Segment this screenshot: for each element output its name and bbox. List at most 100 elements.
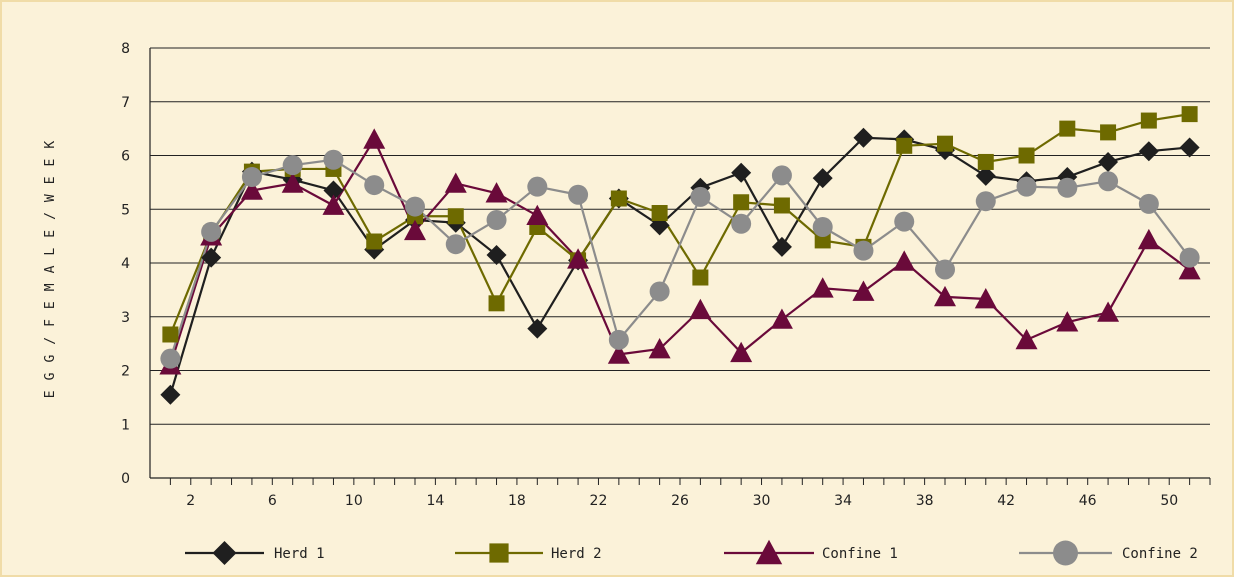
series-1-point — [812, 168, 833, 189]
legend-marker-3 — [755, 539, 783, 565]
x-tick-label: 50 — [1160, 493, 1178, 509]
x-tick-label: 18 — [508, 493, 526, 509]
series-4-point — [282, 155, 303, 176]
series-2-point — [692, 269, 709, 286]
series-2-point — [733, 194, 750, 211]
series-4-point — [486, 210, 507, 230]
legend-label-2: Herd 2 — [551, 546, 602, 562]
y-tick-label: 3 — [121, 310, 130, 326]
series-2-point — [1100, 124, 1117, 141]
series-4-point — [1098, 171, 1119, 192]
series-4-point — [812, 216, 833, 237]
series-4-point — [608, 329, 629, 350]
x-tick-label: 14 — [426, 493, 444, 509]
series-3-point — [485, 182, 508, 203]
series-3-point — [974, 288, 997, 309]
series-4-point — [201, 221, 222, 242]
series-4-point — [323, 149, 344, 170]
series-4-point — [935, 259, 955, 280]
series-4-point — [160, 348, 181, 369]
y-tick-label: 0 — [121, 471, 130, 487]
x-tick-label: 6 — [268, 493, 277, 509]
series-4-point — [731, 213, 752, 234]
series-3-point — [526, 204, 549, 226]
series-4-point — [445, 234, 466, 255]
series-1-point — [771, 236, 792, 257]
series-2-point — [447, 208, 464, 225]
series-4-point — [853, 240, 874, 261]
series-2-point — [1140, 112, 1157, 129]
y-tick-label: 8 — [121, 41, 130, 57]
series-1-point — [1098, 151, 1119, 172]
y-tick-label: 2 — [121, 364, 130, 380]
series-line-3 — [169, 137, 1191, 366]
series-2-point — [162, 326, 179, 343]
series-3-point — [1137, 228, 1160, 250]
series-3-point — [567, 248, 590, 269]
series-4-point — [690, 186, 711, 207]
y-tick-label: 1 — [121, 417, 130, 433]
series-4-point — [1138, 193, 1159, 214]
series-4-point — [894, 211, 915, 232]
series-2-point — [937, 135, 953, 152]
series-3-point — [444, 172, 467, 193]
y-tick-label: 7 — [121, 95, 130, 111]
x-tick-label: 10 — [345, 493, 363, 509]
series-3-point — [1056, 311, 1079, 332]
series-1-point — [731, 162, 752, 183]
series-3-point — [404, 219, 426, 241]
legend-marker-2 — [489, 543, 509, 563]
series-1-point — [323, 180, 344, 201]
x-tick-label: 30 — [753, 493, 771, 509]
series-2-point — [1181, 106, 1198, 123]
series-4-point — [1016, 176, 1037, 197]
series-3-point — [934, 285, 956, 307]
series-2-point — [610, 190, 627, 207]
series-4-point — [241, 167, 262, 187]
series-3-point — [1015, 328, 1038, 350]
series-1-point — [975, 165, 996, 186]
legend-label-3: Confine 1 — [822, 546, 898, 562]
series-3-point — [730, 341, 753, 363]
series-3-point — [852, 280, 875, 301]
series-2-point — [773, 197, 790, 214]
series-line-1 — [169, 136, 1190, 396]
series-1-point — [853, 127, 874, 148]
legend-marker-1 — [212, 541, 237, 565]
y-tick-label: 4 — [121, 256, 130, 272]
series-2-point — [814, 232, 831, 249]
series-3-point — [1178, 258, 1201, 280]
series-4-point — [1057, 177, 1078, 198]
series-4-point — [771, 165, 792, 186]
series-1-point — [1138, 141, 1159, 162]
series-2-point — [977, 153, 994, 170]
series-2-point — [896, 137, 913, 154]
series-1-point — [1179, 137, 1200, 158]
series-4-point — [405, 196, 425, 217]
series-4-point — [568, 184, 589, 205]
series-3-point — [648, 338, 671, 359]
series-2-point — [651, 205, 668, 222]
series-3-point — [1097, 301, 1120, 322]
series-1-point — [527, 318, 548, 339]
series-4-point — [649, 281, 670, 302]
series-4-point — [527, 176, 548, 197]
series-3-point — [281, 172, 304, 193]
x-tick-label: 42 — [997, 493, 1015, 509]
series-4-point — [1179, 247, 1200, 268]
series-2-point — [1018, 147, 1035, 164]
series-line-2 — [169, 113, 1190, 335]
y-tick-label: 5 — [121, 202, 130, 218]
series-3-point — [811, 277, 834, 298]
series-3-point — [770, 308, 793, 329]
x-tick-label: 46 — [1079, 493, 1097, 509]
x-tick-label: 2 — [186, 493, 195, 509]
legend-label-4: Confine 2 — [1122, 546, 1198, 562]
series-1-point — [160, 384, 181, 405]
series-3-point — [240, 179, 263, 200]
series-3-point — [322, 194, 345, 215]
x-tick-label: 38 — [916, 493, 934, 509]
series-2-point — [366, 233, 383, 250]
